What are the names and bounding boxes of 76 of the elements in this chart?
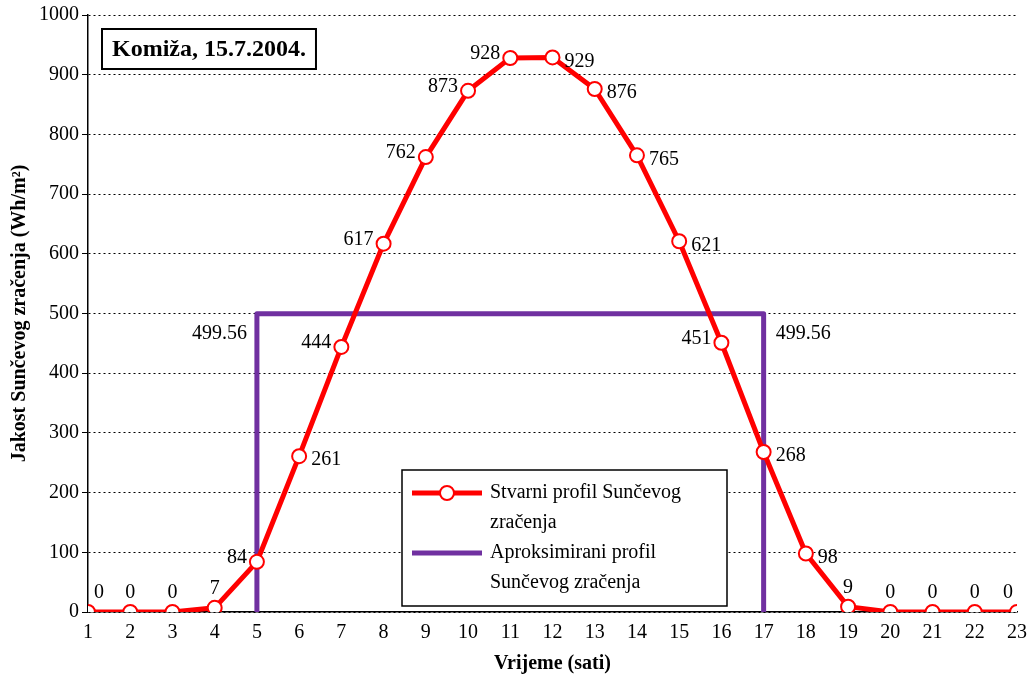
x-tick-label: 3 — [167, 620, 178, 643]
x-tick-label: 1 — [83, 620, 93, 643]
x-tick-label: 12 — [542, 620, 563, 643]
data-label: 84 — [226, 545, 247, 568]
point — [417, 149, 434, 166]
x-tick-label: 8 — [378, 620, 389, 643]
data-label: 444 — [301, 330, 332, 353]
x-tick-label: 19 — [838, 620, 859, 643]
data-label: 0 — [885, 580, 896, 603]
data-label: 0 — [969, 580, 980, 603]
text: Komiža, 15.7.2004. — [112, 35, 306, 62]
data-label: 98 — [817, 544, 838, 567]
point — [375, 235, 392, 252]
point — [586, 81, 603, 98]
data-label: 0 — [125, 580, 136, 603]
data-label: 499.56 — [191, 321, 247, 344]
x-tick-label: 20 — [880, 620, 901, 643]
data-label: 762 — [385, 140, 416, 163]
data-label: 0 — [1003, 580, 1013, 603]
point — [628, 147, 645, 164]
x-tick-label: 5 — [251, 620, 262, 643]
y-axis-title: Jakost Sunčevog zračenja (Wh/m²) — [7, 164, 31, 463]
x-tick-label: 7 — [336, 620, 347, 643]
point — [333, 338, 350, 355]
data-label: 929 — [564, 48, 595, 71]
x-tick-label: 2 — [125, 620, 136, 643]
x-tick-label: 4 — [209, 620, 220, 643]
legend-label: Aproksimirani profil Sunčevog zračenja — [490, 540, 657, 594]
point — [206, 599, 223, 612]
data-label: 0 — [94, 580, 104, 603]
data-label: 7 — [209, 576, 220, 599]
point — [840, 598, 857, 612]
point — [713, 334, 730, 351]
y-tick-label: 1000 — [39, 2, 79, 25]
y-tick-label: 700 — [49, 181, 79, 204]
point — [671, 233, 688, 250]
y-tick-label: 0 — [69, 599, 79, 622]
y-tick-label: 900 — [49, 61, 79, 84]
point — [460, 82, 477, 99]
data-label: 499.56 — [775, 321, 831, 344]
x-tick-label: 13 — [584, 620, 605, 643]
data-label: 876 — [606, 80, 637, 103]
x-axis-title: Vrijeme (sati) — [494, 651, 611, 675]
point — [502, 49, 519, 66]
x-tick-label: 9 — [420, 620, 431, 643]
data-label: 0 — [927, 580, 938, 603]
x-tick-label: 11 — [500, 620, 520, 643]
y-tick-label: 600 — [49, 241, 79, 264]
x-tick-label: 18 — [795, 620, 816, 643]
data-label: 9 — [843, 574, 854, 597]
y-tick-label: 300 — [49, 420, 79, 443]
x-tick-label: 14 — [626, 620, 647, 643]
y-tick-label: 800 — [49, 121, 79, 144]
data-label: 617 — [343, 226, 374, 249]
x-tick-label: 10 — [458, 620, 479, 643]
point — [544, 49, 561, 66]
legend-label: Stvarni profil Sunčevog zračenja — [490, 480, 682, 534]
data-label: 873 — [428, 74, 459, 97]
x-tick-label: 17 — [753, 620, 774, 643]
x-tick-label: 23 — [1007, 620, 1027, 643]
y-tick-label: 400 — [49, 360, 79, 383]
y-tick-label: 500 — [49, 300, 79, 323]
y-tick-label: 200 — [49, 479, 79, 502]
data-label: 621 — [691, 232, 722, 255]
data-label: 928 — [470, 41, 501, 64]
data-label: 268 — [775, 443, 806, 466]
x-tick-label: 6 — [294, 620, 305, 643]
data-label: 765 — [648, 146, 679, 169]
x-tick-label: 22 — [964, 620, 985, 643]
x-tick-label: 21 — [922, 620, 943, 643]
data-label: 0 — [167, 580, 178, 603]
data-label: 261 — [311, 447, 342, 470]
x-tick-label: 15 — [669, 620, 690, 643]
data-label: 451 — [681, 326, 712, 348]
y-tick-label: 100 — [49, 539, 79, 562]
x-tick-label: 16 — [711, 620, 732, 643]
